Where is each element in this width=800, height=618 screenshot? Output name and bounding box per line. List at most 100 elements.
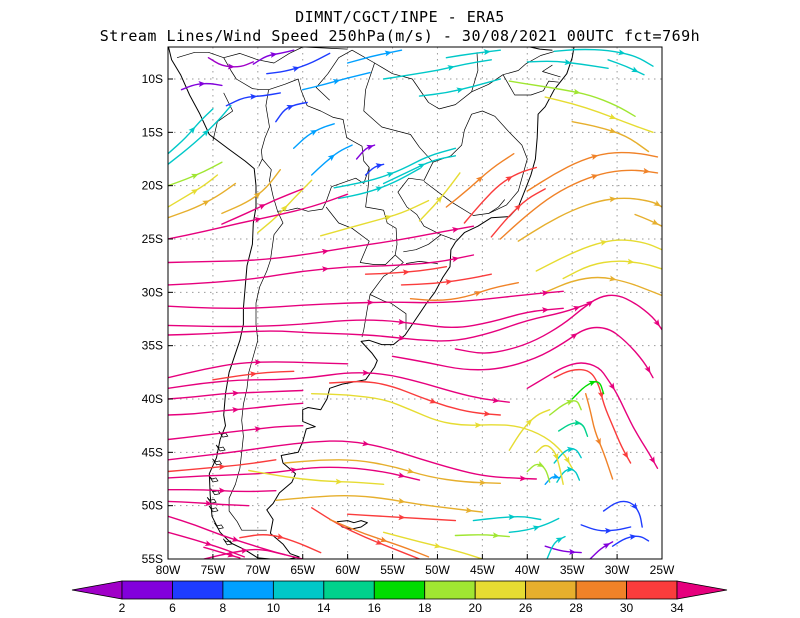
streamline-arrow xyxy=(231,536,240,542)
island-outline xyxy=(208,475,219,483)
streamline-arrow xyxy=(232,390,240,397)
streamline-arrow xyxy=(585,300,594,308)
streamline xyxy=(168,425,304,441)
colorbar-label: 30 xyxy=(620,601,634,615)
streamline xyxy=(553,48,654,67)
streamline xyxy=(168,302,591,342)
streamline-arrow xyxy=(433,542,442,549)
country-border xyxy=(488,199,506,214)
streamline-arrow xyxy=(398,334,406,341)
streamline-arrow xyxy=(435,195,443,204)
map-frame xyxy=(167,46,663,560)
axis-ticks: 80W 75W 70W 65W 60W 55W 50W 45W 40W 35W 30W 25W 10S 1… xyxy=(142,72,675,577)
streamline-arrow xyxy=(505,176,513,183)
streamline-arrow xyxy=(588,380,597,387)
country-border xyxy=(223,47,348,64)
streamline-arrow xyxy=(205,500,213,507)
streamline xyxy=(248,469,385,485)
lon-tick-label: 30W xyxy=(605,563,630,577)
streamline-arrow xyxy=(651,219,659,225)
lon-tick-label: 50W xyxy=(425,563,450,577)
streamline-arrow xyxy=(250,93,258,100)
lon-tick-label: 40W xyxy=(515,563,540,577)
country-border xyxy=(502,74,559,96)
streamlines xyxy=(168,48,662,559)
country-border xyxy=(542,64,561,78)
streamline-arrow xyxy=(648,456,655,464)
colorbar-label: 8 xyxy=(220,601,227,615)
streamline-arrow xyxy=(258,204,266,210)
lat-tick-label: 25S xyxy=(142,232,163,246)
streamline xyxy=(454,294,662,354)
island-outline xyxy=(214,522,224,530)
streamline-arrow xyxy=(375,163,383,170)
colorbar-swatch xyxy=(172,580,224,600)
colorbar: 2 6 8 10 14 16 18 20 26 28 30 34 xyxy=(71,580,728,615)
country-border xyxy=(361,254,404,338)
streamline-arrow xyxy=(514,204,522,212)
streamline-arrow xyxy=(321,266,330,273)
streamline-arrow xyxy=(483,410,491,417)
streamline-arrow xyxy=(362,440,370,447)
streamline-arrow xyxy=(276,533,285,540)
island-outline xyxy=(215,444,226,452)
streamline-arrow xyxy=(386,172,395,178)
streamline-arrow xyxy=(406,467,415,474)
streamline-arrow xyxy=(190,188,199,196)
streamline-arrow xyxy=(572,305,581,312)
streamline-arrow xyxy=(198,81,206,88)
country-border xyxy=(423,110,528,216)
streamline xyxy=(311,393,573,469)
streamline-arrow xyxy=(474,291,482,297)
streamline xyxy=(329,380,501,416)
streamline-arrow xyxy=(590,154,599,160)
country-border xyxy=(363,62,456,241)
streamline-arrow xyxy=(536,461,545,467)
streamline-arrow xyxy=(398,497,406,504)
colorbar-swatch xyxy=(626,580,678,600)
colorbar-swatch xyxy=(575,580,627,600)
colorbar-label: 14 xyxy=(317,601,331,615)
streamline xyxy=(544,96,654,133)
colorbar-swatch xyxy=(121,580,173,600)
streamline-arrow xyxy=(270,52,278,58)
streamline-arrow xyxy=(190,173,199,180)
colorbar-label: 20 xyxy=(469,601,483,615)
map-title-line1: DIMNT/CGCT/INPE - ERA5 xyxy=(295,8,505,26)
streamline xyxy=(602,500,643,528)
streamline-arrow xyxy=(566,466,574,473)
lat-tick-label: 20S xyxy=(142,179,163,193)
streamline-arrow xyxy=(525,419,533,427)
colorbar-label: 10 xyxy=(267,601,281,615)
lat-tick-label: 15S xyxy=(142,125,163,139)
streamline-arrow xyxy=(202,200,210,207)
streamline-arrow xyxy=(566,400,574,406)
country-border xyxy=(212,92,234,141)
streamline xyxy=(409,282,519,301)
streamline-arrow xyxy=(627,258,635,265)
streamline-arrow xyxy=(479,479,487,486)
streamline-arrow xyxy=(644,365,651,374)
streamline-arrow xyxy=(286,105,294,111)
streamline-arrow xyxy=(519,475,527,482)
streamline-arrow xyxy=(384,50,393,57)
streamline xyxy=(585,393,614,480)
streamline-arrow xyxy=(402,269,410,276)
streamline-arrow xyxy=(456,87,464,94)
streamline xyxy=(463,166,537,224)
streamline-arrow xyxy=(552,473,560,479)
streamline-arrow xyxy=(590,174,599,180)
streamline xyxy=(526,362,659,469)
lon-tick-label: 80W xyxy=(156,563,181,577)
streamline xyxy=(517,197,662,242)
island-outline xyxy=(208,505,219,513)
streamline xyxy=(320,199,430,237)
lon-tick-label: 45W xyxy=(470,563,495,577)
streamline-arrow xyxy=(188,126,196,134)
colorbar-swatch xyxy=(272,580,325,600)
lat-tick-label: 35S xyxy=(142,339,163,353)
streamline-arrow xyxy=(604,527,613,534)
lat-tick-label: 50S xyxy=(142,499,163,513)
streamline-arrow xyxy=(366,144,374,151)
